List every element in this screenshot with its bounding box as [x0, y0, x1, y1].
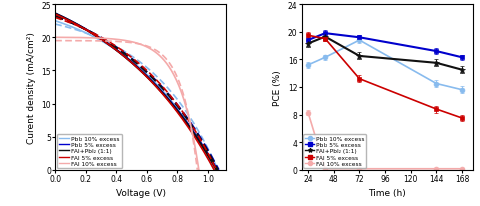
Y-axis label: PCE (%): PCE (%) [273, 70, 282, 105]
Legend: PbI₂ 10% excess, PbI₂ 5% excess, FAI+PbI₂ (1:1), FAI 5% excess, FAI 10% excess: PbI₂ 10% excess, PbI₂ 5% excess, FAI+PbI… [303, 134, 367, 168]
Y-axis label: Curent density (mA/cm²): Curent density (mA/cm²) [27, 32, 36, 143]
Legend: PbI₂ 10% excess, PbI₂ 5% excess, FAI+PbI₂ (1:1), FAI 5% excess, FAI 10% excess: PbI₂ 10% excess, PbI₂ 5% excess, FAI+PbI… [57, 134, 122, 168]
X-axis label: Voltage (V): Voltage (V) [116, 188, 166, 198]
X-axis label: Time (h): Time (h) [368, 188, 406, 198]
